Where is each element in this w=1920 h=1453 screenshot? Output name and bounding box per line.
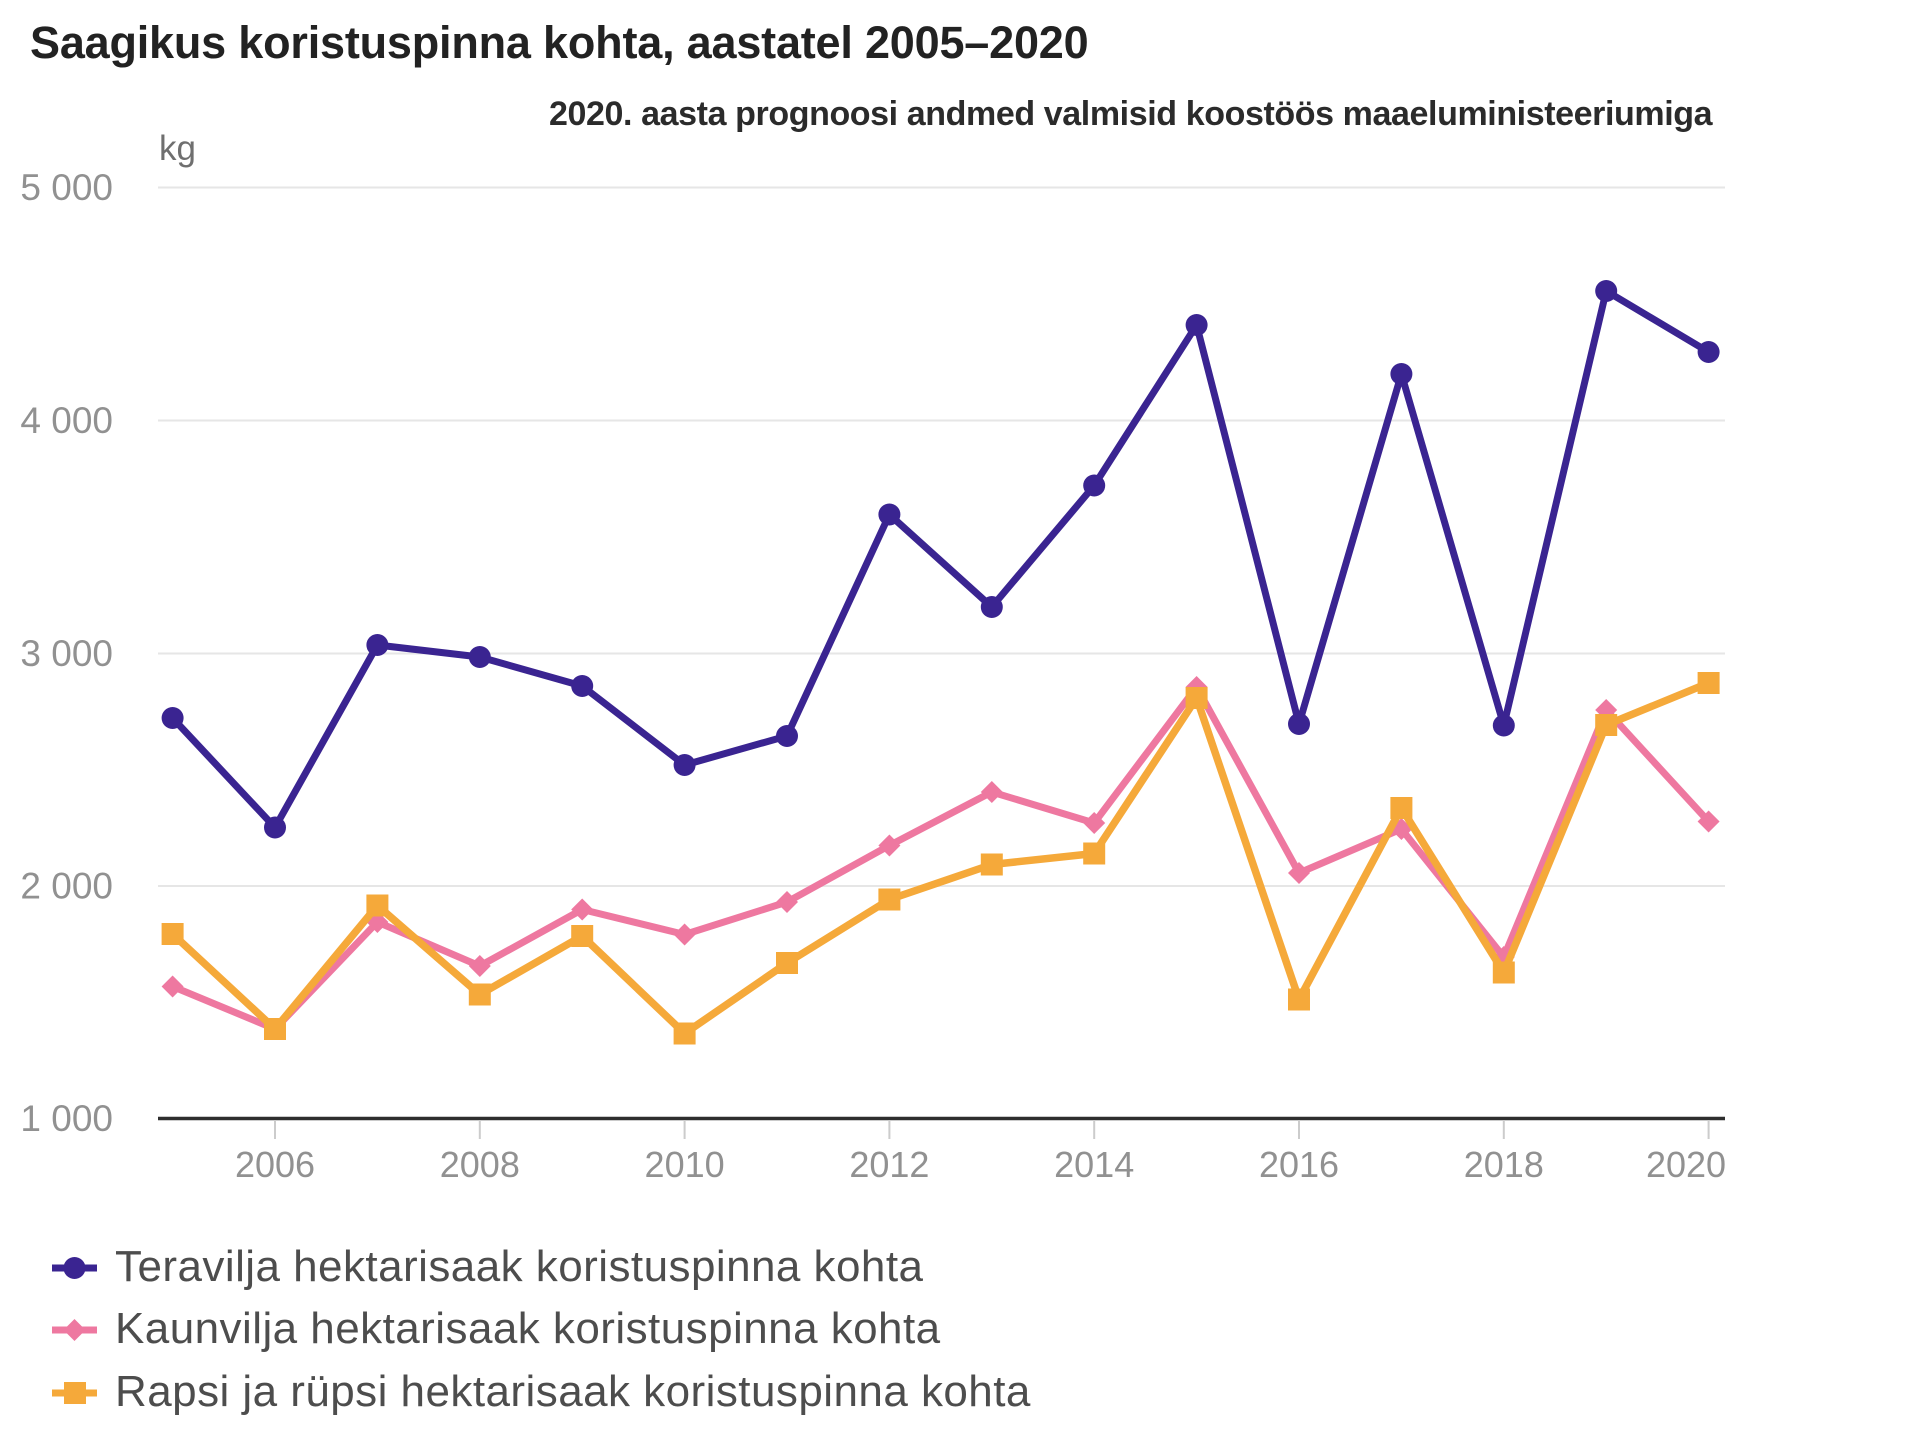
svg-text:1 000: 1 000: [20, 1098, 113, 1139]
svg-text:3 000: 3 000: [20, 633, 113, 674]
svg-text:kg: kg: [159, 129, 196, 168]
svg-text:2016: 2016: [1259, 1144, 1339, 1185]
svg-text:Teravilja hektarisaak koristus: Teravilja hektarisaak koristuspinna koht…: [115, 1242, 923, 1291]
svg-text:2020: 2020: [1646, 1144, 1726, 1185]
svg-text:2012: 2012: [849, 1144, 929, 1185]
svg-text:2008: 2008: [440, 1144, 520, 1185]
svg-text:2010: 2010: [645, 1144, 725, 1185]
svg-text:2020. aasta prognoosi andmed v: 2020. aasta prognoosi andmed valmisid ko…: [549, 95, 1714, 133]
svg-text:4 000: 4 000: [20, 400, 113, 441]
svg-text:2014: 2014: [1054, 1144, 1134, 1185]
svg-text:5 000: 5 000: [20, 167, 113, 208]
svg-text:2 000: 2 000: [20, 866, 113, 907]
svg-text:Kaunvilja hektarisaak koristus: Kaunvilja hektarisaak koristuspinna koht…: [115, 1304, 941, 1353]
svg-text:2018: 2018: [1464, 1144, 1544, 1185]
svg-text:Rapsi ja rüpsi hektarisaak kor: Rapsi ja rüpsi hektarisaak koristuspinna…: [115, 1367, 1031, 1416]
svg-text:2006: 2006: [235, 1144, 315, 1185]
svg-text:Saagikus koristuspinna kohta,: Saagikus koristuspinna kohta, aastatel 2…: [30, 17, 1088, 68]
